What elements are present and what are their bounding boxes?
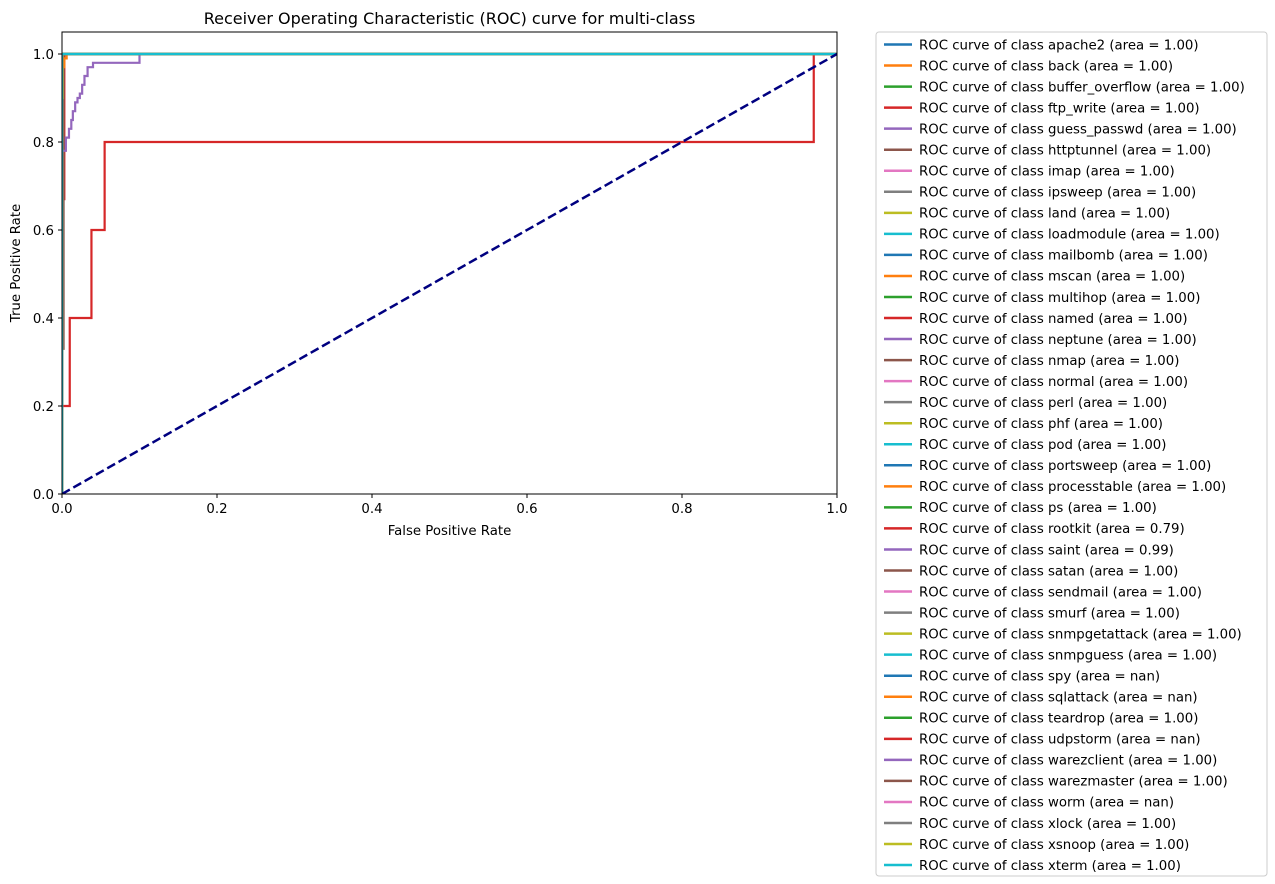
legend-label: ROC curve of class sendmail (area = 1.00…	[919, 585, 1202, 600]
legend-label: ROC curve of class xsnoop (area = 1.00)	[919, 838, 1189, 853]
legend-label: ROC curve of class perl (area = 1.00)	[919, 396, 1167, 411]
y-tick-label: 1.0	[33, 48, 54, 63]
legend-label: ROC curve of class udpstorm (area = nan)	[919, 733, 1201, 748]
legend-label: ROC curve of class ipsweep (area = 1.00)	[919, 186, 1196, 201]
x-tick-label: 0.8	[671, 502, 692, 517]
legend-label: ROC curve of class satan (area = 1.00)	[919, 564, 1178, 579]
x-axis-ticks: 0.0 0.2 0.4 0.6 0.8 1.0	[51, 494, 847, 517]
y-tick-label: 0.4	[33, 312, 54, 327]
legend-label: ROC curve of class ps (area = 1.00)	[919, 501, 1157, 516]
y-axis-label: True Positive Rate	[9, 204, 24, 323]
legend-frame	[876, 32, 1267, 876]
y-tick-label: 0.6	[33, 224, 54, 239]
legend-label: ROC curve of class normal (area = 1.00)	[919, 375, 1188, 390]
legend-label: ROC curve of class imap (area = 1.00)	[919, 165, 1175, 180]
legend-label: ROC curve of class multihop (area = 1.00…	[919, 291, 1200, 306]
x-tick-label: 1.0	[826, 502, 847, 517]
legend-label: ROC curve of class saint (area = 0.99)	[919, 543, 1174, 558]
legend-label: ROC curve of class rootkit (area = 0.79)	[919, 522, 1185, 537]
legend-label: ROC curve of class loadmodule (area = 1.…	[919, 228, 1220, 243]
legend-label: ROC curve of class neptune (area = 1.00)	[919, 333, 1197, 348]
y-tick-label: 0.2	[33, 400, 54, 415]
legend-label: ROC curve of class named (area = 1.00)	[919, 312, 1188, 327]
x-tick-label: 0.0	[51, 502, 72, 517]
y-tick-label: 0.0	[33, 488, 54, 503]
legend-label: ROC curve of class land (area = 1.00)	[919, 207, 1170, 222]
x-tick-label: 0.4	[361, 502, 382, 517]
y-axis-ticks: 0.0 0.2 0.4 0.6 0.8 1.0	[33, 48, 62, 503]
legend-label: ROC curve of class apache2 (area = 1.00)	[919, 38, 1199, 53]
legend-label: ROC curve of class warezmaster (area = 1…	[919, 775, 1228, 790]
legend-label: ROC curve of class snmpgetattack (area =…	[919, 627, 1242, 642]
legend-label: ROC curve of class portsweep (area = 1.0…	[919, 459, 1211, 474]
legend-label: ROC curve of class teardrop (area = 1.00…	[919, 712, 1198, 727]
legend-label: ROC curve of class xterm (area = 1.00)	[919, 859, 1181, 874]
legend-label: ROC curve of class smurf (area = 1.00)	[919, 606, 1180, 621]
legend-label: ROC curve of class ftp_write (area = 1.0…	[919, 101, 1200, 116]
legend-label: ROC curve of class nmap (area = 1.00)	[919, 354, 1179, 369]
legend-label: ROC curve of class xlock (area = 1.00)	[919, 817, 1176, 832]
legend-label: ROC curve of class httptunnel (area = 1.…	[919, 144, 1211, 159]
legend-label: ROC curve of class worm (area = nan)	[919, 796, 1174, 811]
legend-label: ROC curve of class phf (area = 1.00)	[919, 417, 1163, 432]
legend-label: ROC curve of class spy (area = nan)	[919, 670, 1160, 685]
y-tick-label: 0.8	[33, 136, 54, 151]
x-tick-label: 0.6	[516, 502, 537, 517]
legend-label: ROC curve of class pod (area = 1.00)	[919, 438, 1166, 453]
legend-label: ROC curve of class mscan (area = 1.00)	[919, 270, 1185, 285]
legend: ROC curve of class apache2 (area = 1.00)…	[876, 32, 1267, 876]
legend-label: ROC curve of class sqlattack (area = nan…	[919, 691, 1198, 706]
legend-label: ROC curve of class warezclient (area = 1…	[919, 754, 1217, 769]
chart-title: Receiver Operating Characteristic (ROC) …	[204, 9, 696, 28]
legend-label: ROC curve of class snmpguess (area = 1.0…	[919, 648, 1217, 663]
curves-layer	[62, 54, 837, 494]
legend-label: ROC curve of class mailbomb (area = 1.00…	[919, 249, 1208, 264]
legend-label: ROC curve of class back (area = 1.00)	[919, 59, 1173, 74]
legend-label: ROC curve of class processtable (area = …	[919, 480, 1226, 495]
x-axis-label: False Positive Rate	[388, 524, 512, 539]
chance-line	[62, 54, 837, 494]
plot-frame	[62, 32, 837, 494]
legend-label: ROC curve of class buffer_overflow (area…	[919, 80, 1245, 95]
x-tick-label: 0.2	[206, 502, 227, 517]
legend-label: ROC curve of class guess_passwd (area = …	[919, 122, 1237, 137]
